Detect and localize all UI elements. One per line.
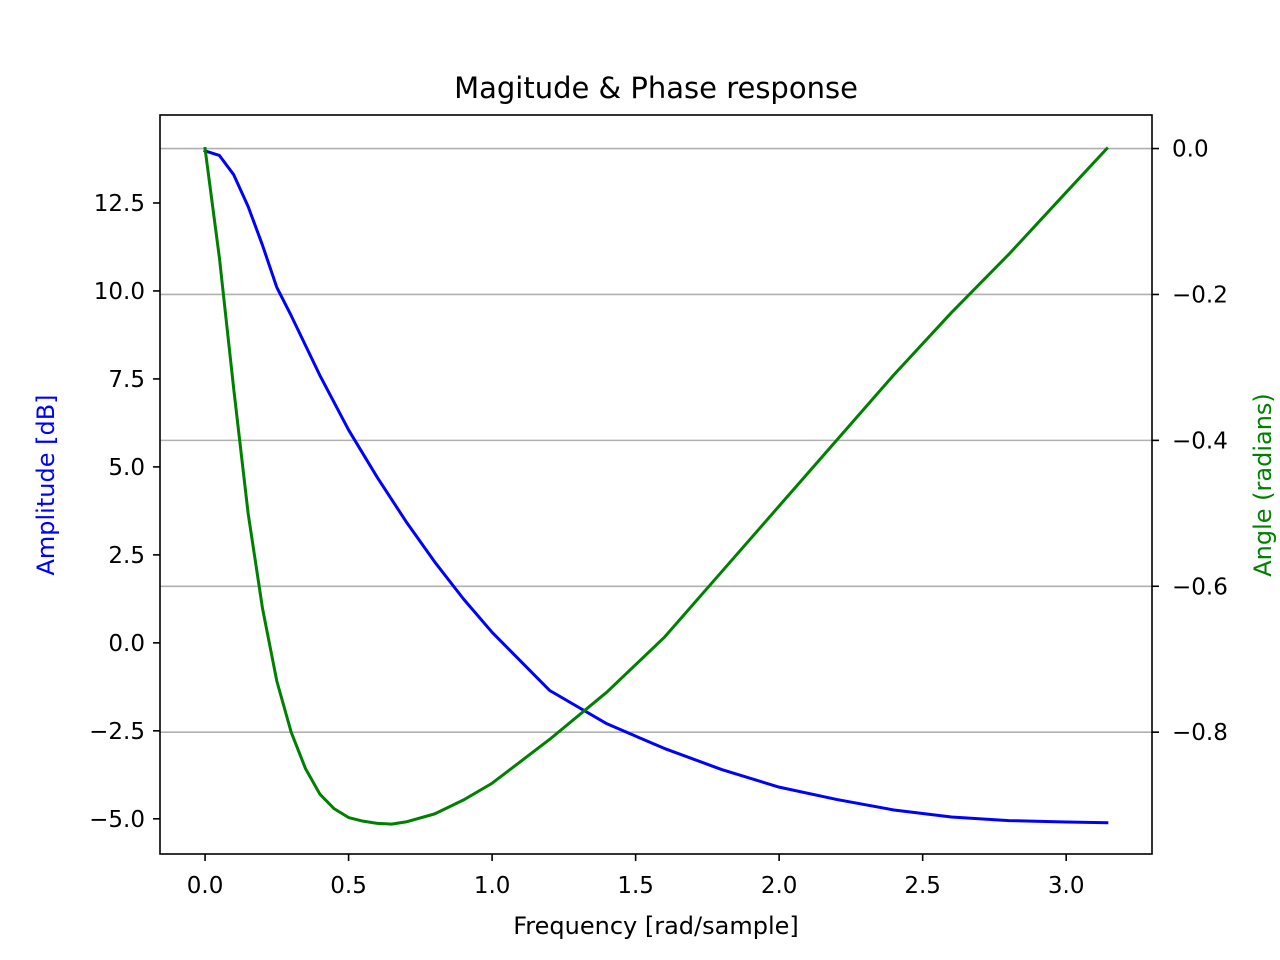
right-y-tick-label: −0.8	[1172, 720, 1228, 746]
left-y-tick-label: 10.0	[94, 279, 145, 305]
left-y-axis: 12.5 10.0 7.5 5.0 2.5 0.0 −2.5 −5.0	[89, 191, 160, 833]
left-y-tick-label: −2.5	[89, 719, 145, 745]
grid-lines	[160, 147, 1152, 733]
left-y-tick-label: 7.5	[108, 367, 145, 393]
x-tick-label: 0.0	[187, 873, 224, 899]
right-y-tick-label: −0.6	[1172, 574, 1228, 600]
right-y-tick-label: −0.2	[1172, 282, 1228, 308]
right-y-tick-label: 0.0	[1172, 137, 1209, 163]
magnitude-series-line	[203, 149, 1109, 825]
left-y-tick-label: −5.0	[89, 807, 145, 833]
x-tick-label: 0.5	[330, 873, 367, 899]
x-tick-label: 2.5	[904, 873, 941, 899]
x-tick-label: 2.0	[761, 873, 798, 899]
plot-frame	[159, 114, 1153, 855]
left-y-tick-label: 0.0	[108, 631, 145, 657]
left-y-tick-label: 12.5	[94, 191, 145, 217]
phase-series-line	[203, 146, 1109, 826]
left-axis-label: Amplitude [dB]	[32, 394, 60, 575]
x-tick-label: 1.0	[474, 873, 511, 899]
right-y-tick-label: −0.4	[1172, 428, 1228, 454]
x-tick-label: 1.5	[617, 873, 654, 899]
chart-title: Magitude & Phase response	[454, 71, 858, 105]
left-y-tick-label: 2.5	[108, 543, 145, 569]
x-tick-label: 3.0	[1048, 873, 1085, 899]
x-axis: 0.0 0.5 1.0 1.5 2.0 2.5 3.0	[187, 854, 1085, 899]
right-axis-label: Angle (radians)	[1249, 393, 1277, 577]
x-axis-label: Frequency [rad/sample]	[513, 912, 799, 940]
right-y-axis: 0.0 −0.2 −0.4 −0.6 −0.8	[1152, 137, 1228, 746]
left-y-tick-label: 5.0	[108, 455, 145, 481]
series-lines	[203, 146, 1109, 826]
